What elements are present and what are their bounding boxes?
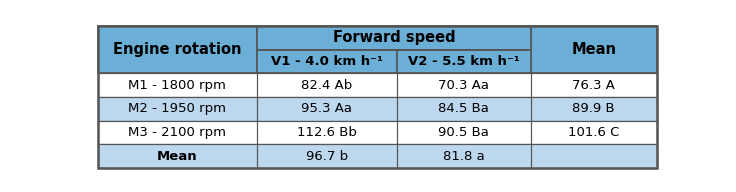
Text: V2 - 5.5 km h⁻¹: V2 - 5.5 km h⁻¹ bbox=[408, 55, 520, 68]
Text: 96.7 b: 96.7 b bbox=[306, 150, 348, 163]
Bar bbox=[397, 73, 531, 97]
Bar bbox=[531, 73, 657, 97]
Text: 112.6 Bb: 112.6 Bb bbox=[297, 126, 357, 139]
Bar bbox=[257, 50, 397, 73]
Bar bbox=[257, 144, 397, 168]
Text: 90.5 Ba: 90.5 Ba bbox=[439, 126, 489, 139]
Bar bbox=[531, 26, 657, 73]
Bar bbox=[397, 121, 531, 144]
Text: Forward speed: Forward speed bbox=[333, 30, 456, 45]
Text: 101.6 C: 101.6 C bbox=[568, 126, 620, 139]
Bar bbox=[257, 26, 531, 50]
Bar bbox=[397, 144, 531, 168]
Bar bbox=[98, 97, 257, 121]
Bar bbox=[98, 73, 657, 97]
Text: M1 - 1800 rpm: M1 - 1800 rpm bbox=[128, 79, 226, 92]
Bar bbox=[531, 144, 657, 168]
Bar bbox=[397, 50, 531, 73]
Text: M3 - 2100 rpm: M3 - 2100 rpm bbox=[128, 126, 227, 139]
Text: 82.4 Ab: 82.4 Ab bbox=[301, 79, 353, 92]
Bar bbox=[257, 121, 397, 144]
Text: Mean: Mean bbox=[571, 42, 616, 57]
Bar bbox=[98, 144, 657, 168]
Text: Mean: Mean bbox=[157, 150, 198, 163]
Bar bbox=[257, 97, 397, 121]
Text: 70.3 Aa: 70.3 Aa bbox=[439, 79, 489, 92]
Text: 84.5 Ba: 84.5 Ba bbox=[439, 102, 489, 115]
Text: 95.3 Aa: 95.3 Aa bbox=[301, 102, 353, 115]
Bar bbox=[257, 73, 397, 97]
Text: M2 - 1950 rpm: M2 - 1950 rpm bbox=[128, 102, 227, 115]
Bar bbox=[98, 26, 657, 73]
Text: 81.8 a: 81.8 a bbox=[443, 150, 485, 163]
Bar bbox=[98, 26, 257, 73]
Bar bbox=[98, 121, 257, 144]
Text: 89.9 B: 89.9 B bbox=[573, 102, 615, 115]
Bar bbox=[98, 121, 657, 144]
Bar bbox=[397, 97, 531, 121]
Bar bbox=[98, 73, 257, 97]
Bar bbox=[531, 121, 657, 144]
Text: V1 - 4.0 km h⁻¹: V1 - 4.0 km h⁻¹ bbox=[271, 55, 383, 68]
Bar bbox=[98, 144, 257, 168]
Bar bbox=[98, 97, 657, 121]
Text: 76.3 A: 76.3 A bbox=[573, 79, 615, 92]
Text: Engine rotation: Engine rotation bbox=[113, 42, 241, 57]
Bar bbox=[531, 97, 657, 121]
